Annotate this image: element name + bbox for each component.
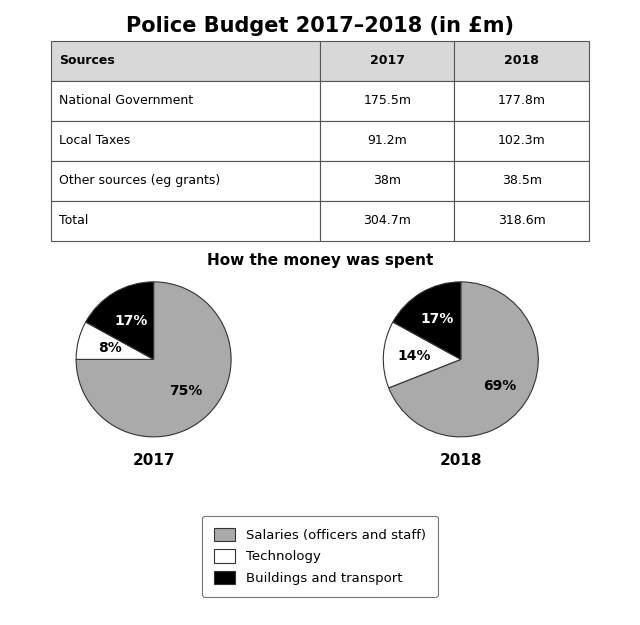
FancyBboxPatch shape bbox=[51, 161, 320, 201]
Text: 175.5m: 175.5m bbox=[364, 94, 412, 107]
Text: 91.2m: 91.2m bbox=[367, 134, 407, 147]
Text: 102.3m: 102.3m bbox=[498, 134, 545, 147]
Text: 75%: 75% bbox=[169, 384, 202, 398]
Text: 2017: 2017 bbox=[132, 453, 175, 468]
Text: Local Taxes: Local Taxes bbox=[60, 134, 131, 147]
FancyBboxPatch shape bbox=[454, 201, 589, 241]
FancyBboxPatch shape bbox=[51, 121, 320, 161]
FancyBboxPatch shape bbox=[320, 121, 454, 161]
FancyBboxPatch shape bbox=[320, 201, 454, 241]
FancyBboxPatch shape bbox=[320, 41, 454, 81]
FancyBboxPatch shape bbox=[51, 201, 320, 241]
Text: 8%: 8% bbox=[98, 341, 122, 355]
Text: National Government: National Government bbox=[60, 94, 193, 107]
Wedge shape bbox=[76, 282, 231, 437]
Wedge shape bbox=[383, 322, 461, 388]
Legend: Salaries (officers and staff), Technology, Buildings and transport: Salaries (officers and staff), Technolog… bbox=[202, 516, 438, 597]
FancyBboxPatch shape bbox=[454, 161, 589, 201]
FancyBboxPatch shape bbox=[320, 81, 454, 121]
Text: Total: Total bbox=[60, 214, 88, 227]
Text: 38m: 38m bbox=[373, 174, 401, 187]
Text: 2018: 2018 bbox=[440, 453, 482, 468]
Wedge shape bbox=[86, 282, 154, 359]
Wedge shape bbox=[388, 282, 538, 437]
FancyBboxPatch shape bbox=[51, 41, 320, 81]
Text: 304.7m: 304.7m bbox=[364, 214, 411, 227]
Text: 177.8m: 177.8m bbox=[498, 94, 545, 107]
Text: Police Budget 2017–2018 (in £m): Police Budget 2017–2018 (in £m) bbox=[126, 16, 514, 36]
Text: 17%: 17% bbox=[420, 312, 454, 326]
Wedge shape bbox=[393, 282, 461, 359]
FancyBboxPatch shape bbox=[454, 81, 589, 121]
Text: Sources: Sources bbox=[60, 54, 115, 67]
FancyBboxPatch shape bbox=[454, 41, 589, 81]
FancyBboxPatch shape bbox=[51, 81, 320, 121]
FancyBboxPatch shape bbox=[454, 121, 589, 161]
Text: 69%: 69% bbox=[483, 379, 516, 392]
Text: Other sources (eg grants): Other sources (eg grants) bbox=[60, 174, 221, 187]
Text: How the money was spent: How the money was spent bbox=[207, 253, 433, 268]
Wedge shape bbox=[76, 322, 154, 359]
Text: 318.6m: 318.6m bbox=[498, 214, 545, 227]
Text: 38.5m: 38.5m bbox=[502, 174, 541, 187]
FancyBboxPatch shape bbox=[320, 161, 454, 201]
Text: 17%: 17% bbox=[114, 314, 147, 328]
Text: 2018: 2018 bbox=[504, 54, 539, 67]
Text: 14%: 14% bbox=[397, 349, 431, 364]
Text: 2017: 2017 bbox=[370, 54, 404, 67]
